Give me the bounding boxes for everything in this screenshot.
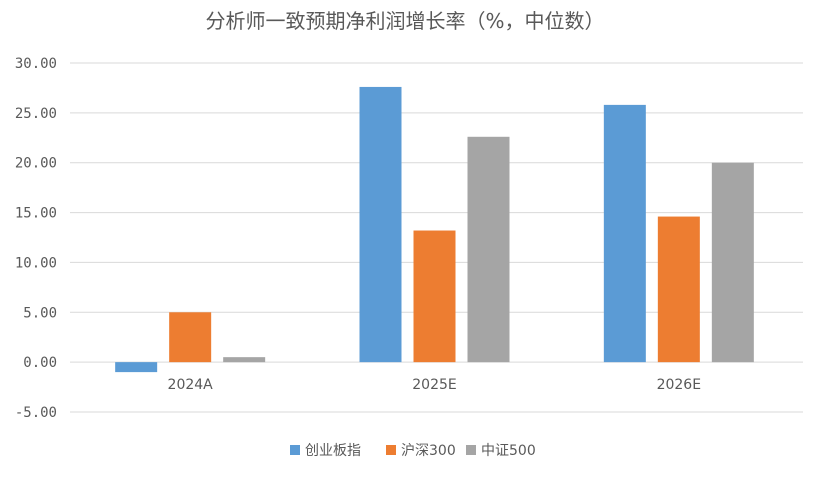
legend-swatch [290, 445, 300, 455]
bar-2026E-3 [711, 162, 754, 363]
chart-title: 分析师一致预期净利润增长率（%，中位数） [205, 9, 604, 33]
y-tick-label: 10.00 [15, 255, 57, 271]
bar-2025E-2 [413, 230, 456, 363]
y-tick-label: -5.00 [15, 405, 57, 421]
x-category-label: 2025E [412, 377, 456, 393]
y-tick-label: 25.00 [15, 106, 57, 122]
legend-swatch [386, 445, 396, 455]
bars [115, 86, 754, 373]
bar-2024A-1 [115, 362, 158, 373]
x-category-label: 2026E [657, 377, 701, 393]
y-axis-tick-labels: 30.00 25.00 20.00 15.00 10.00 5.00 0.00 -5.00 [15, 56, 57, 421]
y-tick-label: 30.00 [15, 56, 57, 72]
legend: 创业板指 沪深300 中证500 [290, 443, 536, 459]
bar-2024A-2 [169, 312, 212, 363]
bar-2026E-1 [603, 104, 646, 363]
y-tick-label: 0.00 [23, 355, 57, 371]
legend-label: 沪深300 [401, 443, 456, 459]
legend-swatch [466, 445, 476, 455]
y-tick-label: 5.00 [23, 305, 57, 321]
y-tick-label: 20.00 [15, 156, 57, 172]
bar-2026E-2 [657, 216, 700, 363]
bar-2025E-1 [359, 86, 402, 363]
y-tick-label: 15.00 [15, 206, 57, 222]
x-category-label: 2024A [168, 377, 214, 393]
legend-label: 中证500 [481, 443, 536, 459]
bar-2025E-3 [467, 136, 510, 363]
legend-label: 创业板指 [305, 443, 361, 459]
x-axis-category-labels: 2024A 2025E 2026E [168, 377, 702, 393]
bar-2024A-3 [223, 357, 266, 363]
